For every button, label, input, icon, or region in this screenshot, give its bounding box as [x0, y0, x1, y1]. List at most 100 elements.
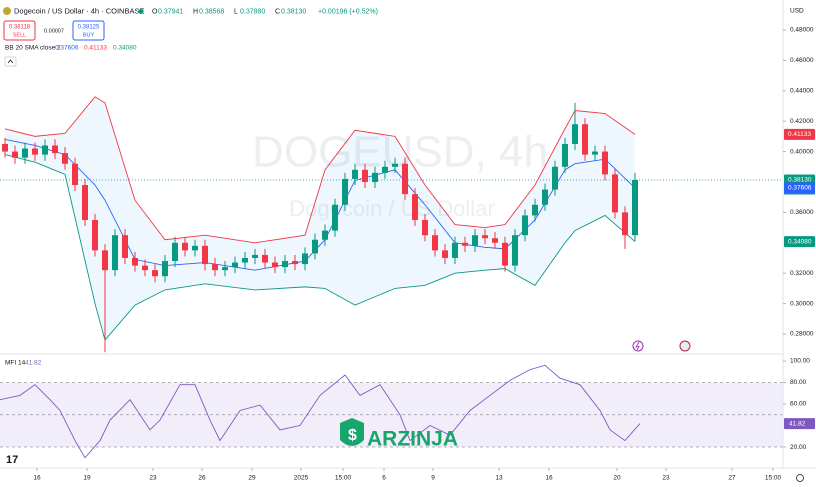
candle-body: [462, 242, 468, 246]
brand-logo-mark: $: [348, 427, 357, 444]
candle-body: [422, 219, 428, 236]
bb-fill: [5, 96, 635, 341]
candle-body: [502, 242, 508, 266]
watermark-title: DOGEUSD, 4h: [252, 128, 548, 177]
candle-body: [402, 163, 408, 195]
candle-body: [162, 261, 168, 277]
x-tick-label: 26: [198, 475, 206, 482]
event-icon-bolt: [635, 341, 640, 351]
candle-body: [42, 145, 48, 155]
candle-body: [412, 194, 418, 220]
candle-body: [122, 235, 128, 258]
change: +0.00196 (+0.52%): [318, 8, 378, 15]
bb-middle: [4, 138, 636, 271]
x-tick-label: 19: [83, 475, 91, 482]
price-tag-label: 0.41133: [788, 131, 811, 138]
candle-body: [192, 245, 198, 251]
event-icon[interactable]: [632, 340, 644, 352]
x-tick-label: 27: [728, 475, 736, 482]
settings-icon[interactable]: [796, 474, 804, 482]
candle-body: [92, 219, 98, 251]
buy-button[interactable]: [72, 20, 105, 41]
y-tick-label: 0.48000: [790, 27, 814, 34]
x-tick-label: 13: [495, 475, 503, 482]
candle-body: [552, 166, 558, 190]
y-tick-label: 0.28000: [790, 331, 814, 338]
price-tag: [784, 236, 815, 248]
y-tick-label: 0.42000: [790, 118, 814, 125]
x-tick-label: 16: [545, 475, 553, 482]
bb-value: 0.34080: [113, 45, 137, 52]
ohlc-value: 0.38568: [199, 8, 224, 15]
currency[interactable]: USD: [790, 8, 804, 15]
candle-body: [262, 254, 268, 263]
mfi-label: MFI 14: [5, 360, 26, 367]
event-flag[interactable]: [679, 340, 691, 352]
brand-logo: [340, 418, 364, 446]
price-tag: [784, 128, 815, 140]
candle-body: [72, 163, 78, 186]
candle-body: [212, 264, 218, 271]
y-tick-label: 0.36000: [790, 209, 814, 216]
candle-body: [182, 242, 188, 251]
candle-body: [242, 257, 248, 263]
y-tick-label: 0.30000: [790, 300, 814, 307]
collapse-button[interactable]: [4, 56, 17, 67]
candle-body: [512, 235, 518, 266]
mfi-tag: [784, 418, 815, 430]
y-tick-label: 0.32000: [790, 270, 814, 277]
candle-body: [222, 267, 228, 271]
candle-body: [32, 148, 38, 155]
mfi-line: [0, 364, 641, 459]
candle-body: [452, 242, 458, 258]
x-tick-label: 6: [382, 475, 386, 482]
y-tick-label: 60.00: [790, 401, 807, 408]
sell-label: SELL: [13, 32, 26, 38]
candle-body: [202, 245, 208, 265]
candle-body: [632, 179, 638, 236]
ohlc-key: C: [275, 8, 280, 15]
x-tick-label: 16: [33, 475, 41, 482]
candle-body: [582, 124, 588, 155]
candle-body: [562, 143, 568, 167]
x-tick-label: 23: [662, 475, 670, 482]
bb-value: 0.37606: [55, 45, 79, 52]
candle-body: [322, 230, 328, 240]
candle-body: [482, 235, 488, 239]
candle-body: [82, 185, 88, 220]
candle-body: [392, 163, 398, 167]
symbol[interactable]: Dogecoin / US Dollar · 4h · COINBASE: [14, 6, 144, 15]
candle-body: [352, 169, 358, 179]
candle-body: [572, 124, 578, 144]
sell-button[interactable]: [3, 20, 36, 41]
candle-body: [252, 254, 258, 258]
candle-body: [2, 143, 8, 152]
candle-body: [532, 204, 538, 216]
ohlc-value: 0.38130: [281, 8, 306, 15]
mfi-value: 41.82: [25, 360, 42, 367]
x-tick-label: 23: [149, 475, 157, 482]
candle-body: [592, 151, 598, 155]
ohlc-key: L: [234, 8, 238, 15]
price-tag-label: 0.34080: [788, 238, 812, 245]
candle-body: [112, 235, 118, 271]
y-tick-label: 100.00: [790, 358, 810, 365]
candle-body: [302, 253, 308, 265]
candle-body: [362, 169, 368, 182]
x-tick-label: 2025: [294, 475, 309, 482]
y-tick-label: 80.00: [790, 379, 807, 386]
tv-logo: 17: [6, 454, 18, 466]
candle-body: [102, 250, 108, 271]
candle-body: [172, 242, 178, 262]
candle-body: [432, 235, 438, 251]
x-tick-label: 15:00: [765, 475, 782, 482]
buy-label: BUY: [83, 32, 95, 38]
candle-body: [22, 148, 28, 158]
price-tag: [784, 182, 815, 194]
price-tag-label: 0.37606: [788, 185, 812, 192]
mfi-tag-label: 41.82: [789, 420, 806, 427]
candle-body: [132, 257, 138, 266]
ohlc-value: 0.37880: [240, 8, 265, 15]
